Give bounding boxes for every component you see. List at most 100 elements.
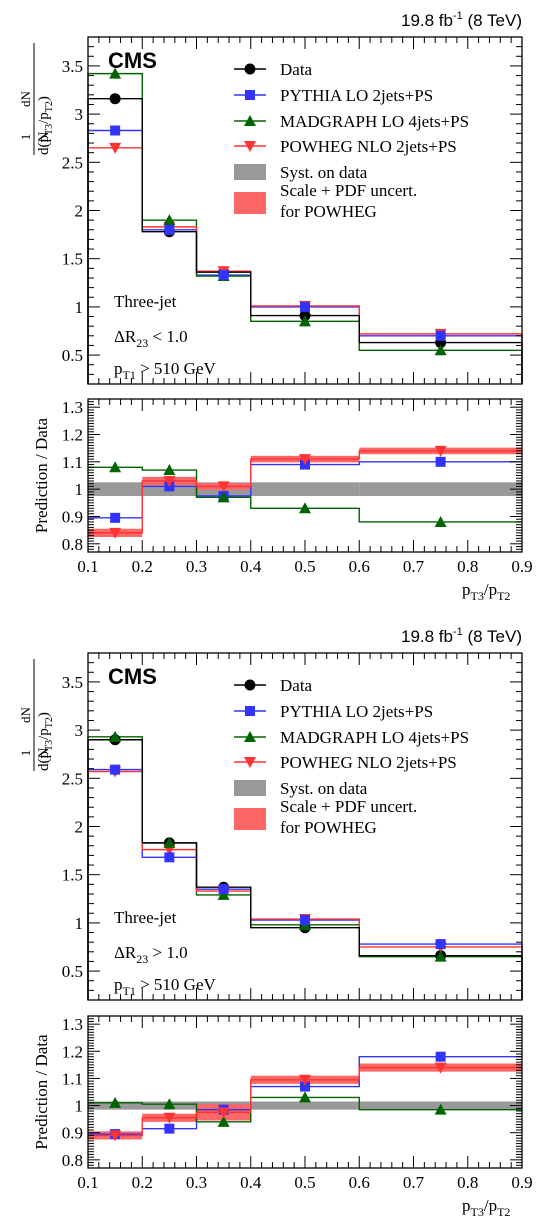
legend-label-scale-for: for POWHEG <box>280 202 377 221</box>
y-tick-label: 2.5 <box>62 769 83 788</box>
legend-label-pythia: PYTHIA LO 2jets+PS <box>280 702 433 721</box>
y-tick-label: 0.5 <box>62 346 83 365</box>
legend-marker-triangle-up <box>244 115 256 126</box>
x-tick-label: 0.6 <box>349 1173 370 1192</box>
data-point-square <box>110 125 121 136</box>
y-tick-label: 1.5 <box>62 866 83 885</box>
x-axis-label: pT3/pT2 <box>462 1196 510 1219</box>
y-tick-label: 2 <box>75 202 84 221</box>
x-tick-label: 0.3 <box>186 557 207 576</box>
ratio-point-square <box>435 456 446 467</box>
selection-delta-r-sub: 23 <box>136 336 148 350</box>
ylabel-sub2: T2 <box>44 717 55 728</box>
ylabel-n: N <box>36 747 52 758</box>
ratio-y-tick-label: 1.1 <box>62 1069 83 1088</box>
syst-band-bin <box>359 482 522 496</box>
data-point-square <box>300 301 310 312</box>
ratio-point-square <box>435 1051 446 1062</box>
legend-syst-swatch <box>234 780 266 796</box>
ratio-point-triangle-down <box>217 481 230 493</box>
y-tick-label: 3.5 <box>62 673 83 692</box>
data-point-square <box>164 852 175 863</box>
y-tick-label: 0.5 <box>62 962 83 981</box>
ratio-point-triangle-down <box>217 1107 230 1119</box>
data-point-circle <box>109 93 121 105</box>
legend-label-powheg: POWHEG NLO 2jets+PS <box>280 137 457 156</box>
legend-label-madgraph: MADGRAPH LO 4jets+PS <box>280 728 469 747</box>
selection-pt-sub: T1 <box>123 368 136 382</box>
legend-scale-swatch <box>234 192 266 214</box>
ylabel-sub1: T3 <box>44 740 55 751</box>
lumi-label: 19.8 fb-1 (8 TeV) <box>401 10 522 30</box>
ratio-y-tick-label: 1.1 <box>62 453 83 472</box>
ratio-y-tick-label: 0.8 <box>62 535 83 554</box>
chart-panel-2: 19.8 fb-1 (8 TeV) 0.1 0.2 0.3 0.4 0.5 0.6 0.7 0.… <box>18 626 533 1219</box>
ratio-y-tick-label: 1.3 <box>62 398 83 417</box>
legend: Data PYTHIA LO 2jets+PS MADGRAPH LO 4jets+… <box>234 676 469 837</box>
y-tick-label: 3.5 <box>62 57 83 76</box>
y-tick-label: 2.5 <box>62 153 83 172</box>
ylabel-dn: dN <box>18 706 33 723</box>
ylabel-n: N <box>36 131 52 142</box>
x-tick-label: 0.2 <box>132 1173 153 1192</box>
ratio-point-triangle-up <box>434 1103 447 1115</box>
x-tick-label: 0.9 <box>511 1173 532 1192</box>
legend-label-syst: Syst. on data <box>280 163 368 182</box>
data-point-triangle-up <box>434 344 447 356</box>
y-tick-label: 1.5 <box>62 250 83 269</box>
ratio-point-square <box>300 1081 310 1092</box>
energy-label: (8 TeV) <box>463 11 522 30</box>
ratio-point-triangle-down <box>163 475 176 487</box>
ratio-point-triangle-up <box>163 464 176 476</box>
ratio-point-triangle-down <box>109 1130 122 1142</box>
ratio-y-tick-label: 1 <box>75 1097 84 1116</box>
x-tick-label: 0.8 <box>457 557 478 576</box>
ylabel-denominator: d(pT3/pT2) <box>36 96 55 155</box>
y-tick-label: 2 <box>75 818 84 837</box>
ratio-point-square <box>164 1123 175 1134</box>
xlabel-slash: /p <box>484 580 497 599</box>
x-tick-label: 0.7 <box>403 557 425 576</box>
x-tick-label: 0.1 <box>77 557 98 576</box>
ratio-point-triangle-up <box>109 461 122 473</box>
data-point-square <box>300 914 310 925</box>
selection-pt: pT1 > 510 GeV <box>114 975 217 998</box>
ratio-point-triangle-down <box>434 445 447 457</box>
ratio-point-triangle-down <box>163 1112 176 1124</box>
selection-delta-r: ΔR23 > 1.0 <box>114 943 188 966</box>
xlabel-sub1: T3 <box>471 1205 484 1219</box>
selection-delta-r-value: > 1.0 <box>148 943 187 962</box>
ratio-point-triangle-down <box>299 454 311 466</box>
selection-three-jet: Three-jet <box>114 908 177 927</box>
legend: Data PYTHIA LO 2jets+PS MADGRAPH LO 4jets+… <box>234 60 469 221</box>
lumi-exponent: -1 <box>453 626 463 638</box>
selection-three-jet: Three-jet <box>114 292 177 311</box>
legend-label-syst: Syst. on data <box>280 779 368 798</box>
x-tick-label: 0.6 <box>349 557 370 576</box>
legend-marker-triangle-down <box>244 141 256 152</box>
selection-delta-r: ΔR23 < 1.0 <box>114 327 188 350</box>
syst-band-bin <box>250 482 360 496</box>
legend-marker-triangle-up <box>244 731 256 742</box>
cms-label: CMS <box>108 664 157 689</box>
x-ticks <box>87 36 523 553</box>
legend-scale-swatch <box>234 808 266 830</box>
legend-marker-circle <box>244 63 256 75</box>
syst-band-bin <box>88 482 143 496</box>
ratio-point-triangle-down <box>109 527 122 539</box>
selection-delta-r-value: < 1.0 <box>148 327 187 346</box>
legend-label-powheg: POWHEG NLO 2jets+PS <box>280 753 457 772</box>
ratio-y-tick-label: 1 <box>75 480 84 499</box>
lumi-label: 19.8 fb-1 (8 TeV) <box>401 626 522 646</box>
xlabel-sub1: T3 <box>471 589 484 603</box>
x-tick-label: 0.4 <box>240 1173 262 1192</box>
x-tick-label: 0.3 <box>186 1173 207 1192</box>
legend-label-madgraph: MADGRAPH LO 4jets+PS <box>280 112 469 131</box>
selection-pt-sub: T1 <box>123 984 136 998</box>
ratio-point-triangle-down <box>299 1074 311 1086</box>
ratio-point-triangle-up <box>299 1091 311 1103</box>
ylabel-slash: /p <box>36 112 52 124</box>
xlabel-slash: /p <box>484 1196 497 1215</box>
energy-label: (8 TeV) <box>463 627 522 646</box>
ylabel-one: 1 <box>18 134 33 141</box>
